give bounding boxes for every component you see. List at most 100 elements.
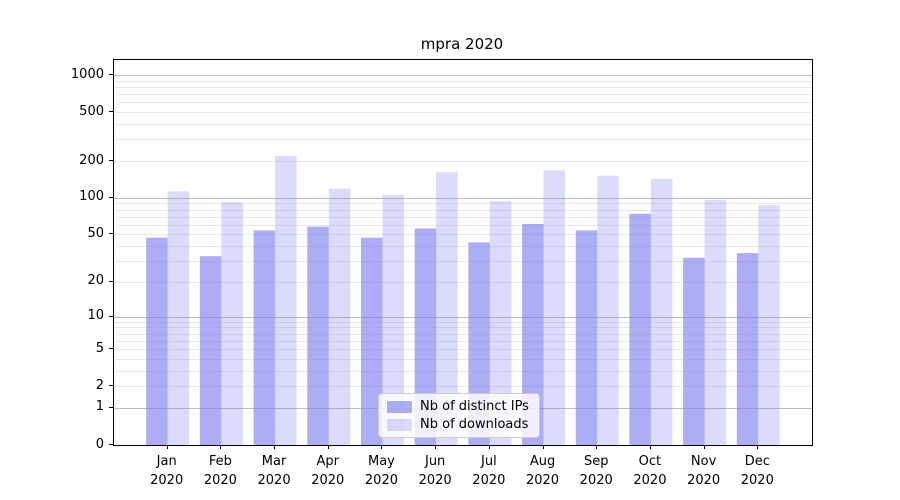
x-tick-mark [274, 445, 275, 449]
bar-sep-ips [575, 230, 598, 445]
bar-aug-downloads [543, 170, 566, 445]
x-tick-year: 2020 [472, 473, 506, 488]
x-tick-year: 2020 [740, 473, 774, 488]
x-tick-month: May [368, 454, 395, 469]
y-axis-tick-label: 200 [79, 152, 104, 168]
y-axis-tick-label: 20 [87, 273, 104, 289]
bar-nov-downloads [704, 200, 727, 445]
bar-feb-downloads [221, 202, 243, 445]
y-tick-mark [109, 197, 113, 198]
bar-aug-ips [522, 224, 544, 445]
x-tick-month: Oct [638, 454, 662, 469]
legend-entry: Nb of distinct IPs [387, 399, 529, 414]
y-tick-mark [109, 233, 113, 234]
y-axis-tick-label: 500 [79, 103, 104, 119]
y-tick-mark [109, 348, 113, 349]
plot-canvas [114, 75, 812, 445]
bar-dec-ips [736, 253, 759, 445]
x-tick-month: Apr [316, 454, 340, 469]
x-tick-year: 2020 [525, 473, 560, 488]
bar-may-ips [360, 237, 383, 445]
y-tick-mark [109, 444, 113, 445]
x-tick-month: Feb [208, 454, 232, 469]
x-tick-mark [167, 445, 168, 449]
x-tick-year: 2020 [203, 473, 237, 488]
legend-swatch-icon [387, 418, 412, 431]
x-axis-tick-label-feb: Feb 2020 [180, 452, 260, 490]
x-axis-tick-label-jul: Jul 2020 [449, 452, 529, 490]
x-axis-tick-label-sep: Sep 2020 [556, 452, 636, 490]
x-tick-mark [596, 445, 597, 449]
y-axis-tick-label: 1000 [70, 66, 104, 82]
x-tick-month: Mar [261, 454, 287, 469]
x-axis-tick-label-jan: Jan 2020 [127, 452, 207, 490]
x-tick-year: 2020 [364, 473, 398, 488]
y-tick-mark [109, 160, 113, 161]
x-axis-tick-label-aug: Aug 2020 [503, 452, 583, 490]
x-axis-tick-label-nov: Nov 2020 [664, 452, 744, 490]
x-tick-month: Nov [690, 454, 717, 469]
y-axis-tick-label: 2 [95, 377, 104, 393]
x-tick-month: Sep [583, 454, 609, 469]
legend-label: Nb of downloads [420, 417, 529, 432]
x-axis-tick-label-dec: Dec 2020 [717, 452, 797, 490]
x-tick-mark [220, 445, 221, 449]
x-axis-tick-label-may: May 2020 [341, 452, 421, 490]
x-axis-tick-label-apr: Apr 2020 [288, 452, 368, 490]
x-tick-year: 2020 [311, 473, 345, 488]
x-tick-mark [704, 445, 705, 449]
bar-may-downloads [382, 194, 404, 445]
x-tick-month: Jul [481, 454, 497, 469]
y-axis-tick-label: 10 [87, 308, 104, 324]
x-tick-mark [489, 445, 490, 449]
x-tick-month: Jan [156, 454, 177, 469]
y-tick-mark [109, 281, 113, 282]
bar-jan-ips [146, 237, 168, 445]
x-tick-year: 2020 [633, 473, 667, 488]
y-axis-tick-label: 1 [95, 399, 104, 415]
bar-mar-ips [253, 230, 276, 445]
x-tick-year: 2020 [150, 473, 184, 488]
x-tick-month: Jun [424, 454, 446, 469]
bar-nov-ips [683, 257, 705, 445]
bar-feb-ips [199, 256, 222, 445]
legend-label: Nb of distinct IPs [420, 399, 529, 414]
y-tick-mark [109, 407, 113, 408]
bar-jul-downloads [489, 201, 512, 445]
legend-swatch-icon [387, 400, 412, 413]
x-tick-mark [435, 445, 436, 449]
x-tick-year: 2020 [418, 473, 452, 488]
x-tick-mark [543, 445, 544, 449]
x-tick-mark [757, 445, 758, 449]
y-axis-tick-label: 100 [79, 189, 104, 205]
y-axis-tick-label: 5 [95, 340, 104, 356]
legend: Nb of distinct IPs Nb of downloads [378, 393, 540, 438]
bar-apr-downloads [328, 188, 351, 445]
x-tick-mark [328, 445, 329, 449]
legend-entry: Nb of downloads [387, 417, 529, 432]
x-tick-month: Dec [744, 454, 770, 469]
chart-title: mpra 2020 [420, 35, 504, 53]
bar-oct-downloads [650, 178, 673, 445]
x-axis-tick-label-oct: Oct 2020 [610, 452, 690, 490]
bar-jan-downloads [167, 191, 190, 445]
y-tick-mark [109, 316, 113, 317]
x-tick-month: Aug [529, 454, 556, 469]
x-tick-year: 2020 [257, 473, 291, 488]
y-tick-mark [109, 385, 113, 386]
bar-oct-ips [629, 213, 651, 445]
x-axis-tick-label-jun: Jun 2020 [395, 452, 475, 490]
bar-apr-ips [307, 226, 329, 445]
bar-dec-downloads [758, 205, 780, 445]
x-tick-year: 2020 [579, 473, 613, 488]
x-tick-mark [650, 445, 651, 449]
x-axis-tick-label-mar: Mar 2020 [234, 452, 314, 490]
bar-sep-downloads [597, 175, 619, 445]
y-tick-mark [109, 111, 113, 112]
y-axis-tick-label: 0 [95, 436, 104, 452]
y-axis-tick-label: 50 [87, 225, 104, 241]
bar-jun-downloads [436, 172, 458, 445]
x-tick-mark [381, 445, 382, 449]
x-tick-year: 2020 [687, 473, 721, 488]
